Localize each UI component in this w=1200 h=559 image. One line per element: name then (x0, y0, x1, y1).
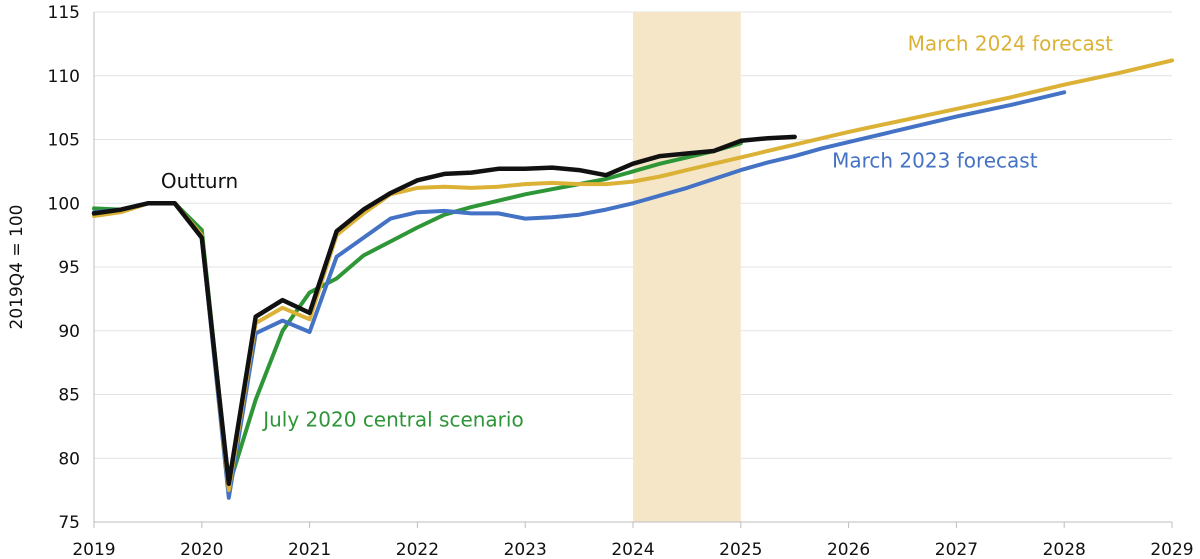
x-tick-label: 2024 (611, 540, 654, 559)
x-tick-label: 2022 (396, 540, 439, 559)
x-tick-label: 2019 (72, 540, 115, 559)
series-label: March 2023 forecast (832, 149, 1038, 173)
y-tick-label: 115 (48, 3, 80, 23)
y-axis-ticks: 75 80 85 90 95 100 105 110 115 (48, 3, 80, 533)
y-axis-title: 2019Q4 = 100 (7, 205, 27, 330)
series-labels: Outturn July 2020 central scenario March 2… (161, 31, 1113, 431)
series-label: March 2024 forecast (908, 31, 1114, 55)
series-lines (91, 58, 1174, 500)
y-tick-label: 75 (58, 513, 80, 533)
series-label: Outturn (161, 169, 238, 193)
y-tick-label: 110 (48, 67, 80, 87)
y-tick-label: 95 (58, 258, 80, 278)
x-tick-label: 2021 (288, 540, 331, 559)
series-line-july-2020-central-scenario (92, 141, 743, 489)
x-axis-ticks: 2019 2020 2021 2022 2023 2024 2025 2026 2027 2028… (72, 522, 1194, 559)
y-tick-label: 105 (48, 131, 80, 151)
y-tick-label: 100 (48, 194, 80, 214)
y-tick-label: 85 (58, 386, 80, 406)
forecast-period-shading (633, 12, 741, 522)
x-tick-label: 2026 (827, 540, 870, 559)
x-tick-label: 2020 (180, 540, 223, 559)
y-tick-label: 90 (58, 322, 80, 342)
series-line-outturn (91, 134, 797, 487)
x-tick-label: 2029 (1150, 540, 1193, 559)
x-tick-label: 2025 (719, 540, 762, 559)
series-label: July 2020 central scenario (261, 407, 523, 431)
y-tick-label: 80 (58, 449, 80, 469)
x-tick-label: 2028 (1043, 540, 1086, 559)
x-tick-label: 2027 (935, 540, 978, 559)
x-tick-label: 2023 (504, 540, 547, 559)
